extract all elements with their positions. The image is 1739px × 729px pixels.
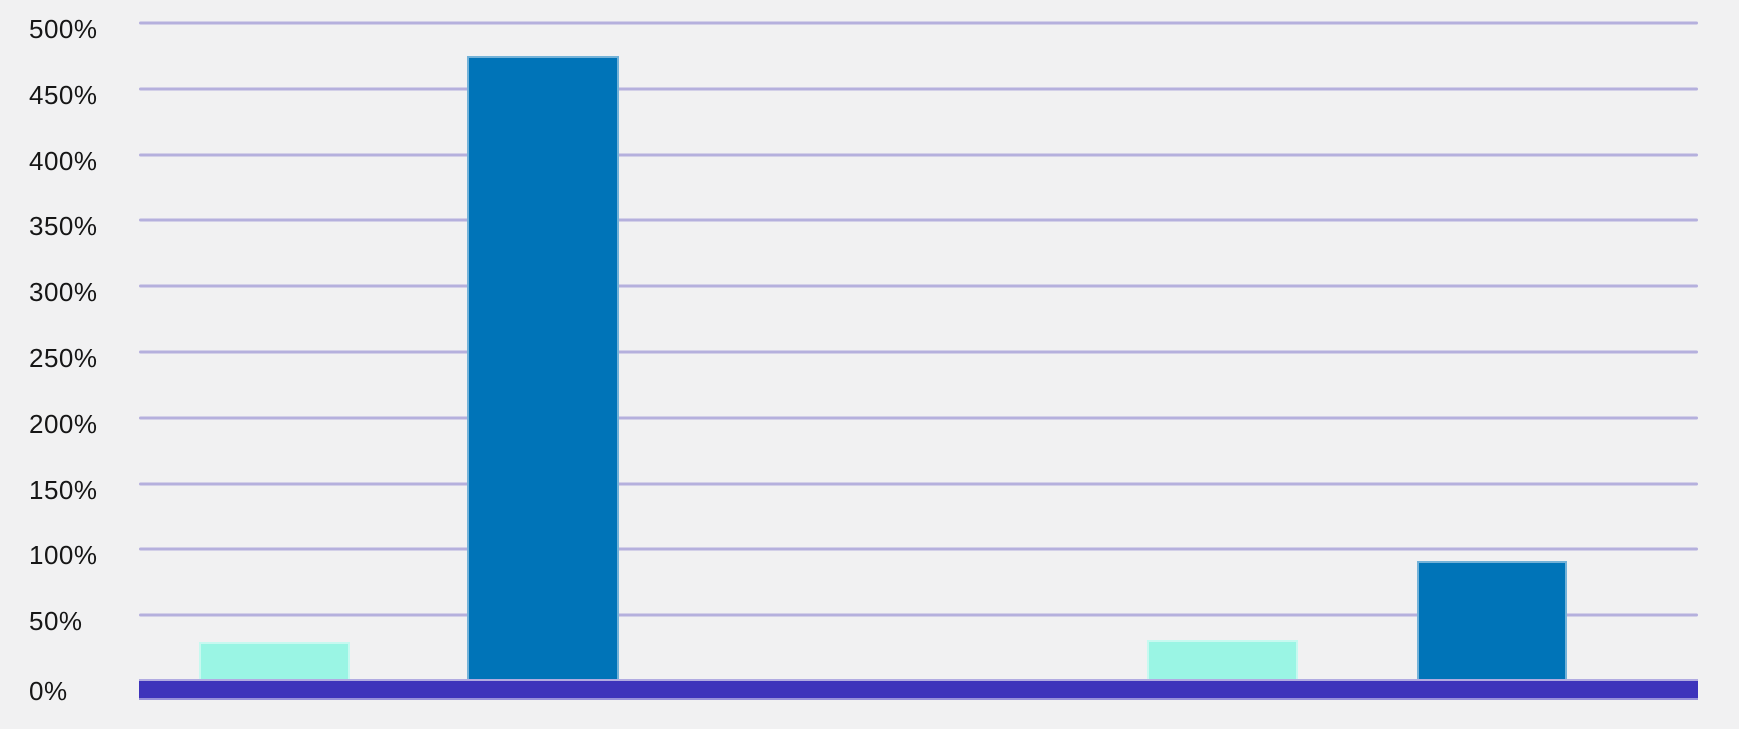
- gridline-150%: [139, 482, 1698, 486]
- gridline-100%: [139, 547, 1698, 551]
- y-tick-label: 500%: [29, 14, 98, 44]
- gridline-50%: [139, 613, 1698, 617]
- x-axis-baseline: [139, 679, 1698, 700]
- y-tick-label: 200%: [29, 408, 98, 439]
- bar-value-31pct: [1146, 640, 1298, 681]
- plot-area: [139, 21, 1698, 681]
- gridline-450%: [139, 87, 1698, 91]
- y-tick-label: 0%: [29, 676, 68, 706]
- gridline-400%: [139, 153, 1698, 157]
- y-tick-label: 250%: [29, 343, 98, 373]
- y-tick-label: 150%: [29, 474, 98, 505]
- gridline-500%: [139, 21, 1698, 25]
- gridline-300%: [139, 284, 1698, 288]
- bar-value-475pct: [467, 55, 620, 681]
- y-tick-label: 300%: [29, 277, 98, 308]
- gridline-250%: [139, 350, 1698, 354]
- y-tick-label: 450%: [29, 79, 98, 110]
- bar-value-30pct: [199, 641, 351, 681]
- y-tick-label: 100%: [29, 540, 98, 571]
- gridline-200%: [139, 416, 1698, 420]
- y-tick-label: 50%: [29, 606, 83, 637]
- gridline-350%: [139, 218, 1698, 222]
- bar-value-91pct: [1416, 561, 1567, 681]
- y-tick-label: 400%: [29, 145, 98, 176]
- y-tick-label: 350%: [29, 211, 98, 242]
